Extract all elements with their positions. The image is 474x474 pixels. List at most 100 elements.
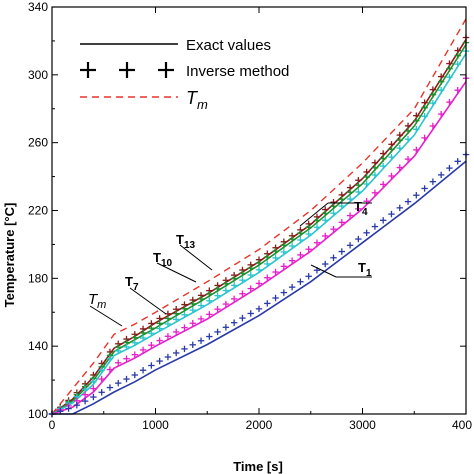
marker-t1: [255, 305, 263, 313]
marker-t7: [297, 236, 304, 244]
marker-t1: [164, 353, 172, 361]
marker-t4: [131, 351, 138, 358]
marker-t4: [230, 295, 238, 303]
marker-t7: [164, 320, 172, 328]
x-tick-label: 1000: [142, 418, 169, 432]
marker-t4: [247, 285, 254, 292]
marker-t10: [222, 280, 230, 287]
marker-t7: [239, 276, 246, 284]
marker-t1: [115, 379, 122, 387]
marker-t4: [139, 346, 147, 354]
annotation-leader-tm: [89, 305, 123, 327]
marker-t7: [247, 271, 254, 279]
marker-t1: [380, 217, 387, 224]
marker-t10: [396, 136, 403, 144]
marker-t7: [380, 162, 387, 170]
marker-t7: [206, 297, 213, 304]
marker-t7: [115, 347, 122, 355]
marker-t1: [123, 375, 130, 383]
annotation-leader-t10: [156, 262, 197, 283]
marker-t7: [454, 60, 461, 68]
marker-t7: [396, 144, 403, 152]
marker-t1: [81, 397, 89, 405]
marker-t4: [189, 320, 196, 327]
marker-t1: [305, 273, 312, 280]
marker-t4: [338, 219, 345, 226]
marker-t4: [239, 290, 246, 297]
marker-t4: [322, 232, 329, 240]
marker-t4: [396, 164, 403, 171]
marker-t4: [264, 274, 271, 281]
marker-t4: [156, 337, 163, 344]
marker-t7: [355, 188, 362, 196]
marker-t1: [189, 341, 196, 349]
marker-t4: [297, 251, 304, 259]
marker-t1: [330, 254, 337, 261]
marker-t1: [446, 164, 453, 172]
marker-t1: [131, 371, 138, 379]
y-tick-label: 140: [28, 339, 48, 353]
marker-t1: [437, 171, 445, 179]
marker-t7: [272, 254, 279, 262]
marker-t1: [156, 357, 163, 365]
marker-t4: [355, 205, 362, 213]
marker-t4: [106, 366, 114, 373]
marker-t7: [222, 287, 230, 294]
annotation-t10: T10: [153, 250, 173, 269]
marker-t7: [338, 202, 345, 210]
marker-t10: [338, 196, 345, 203]
marker-t7: [214, 292, 221, 299]
marker-t1: [98, 389, 105, 396]
marker-t7: [123, 343, 130, 351]
marker-t1: [371, 223, 379, 230]
marker-t1: [139, 367, 147, 374]
marker-t10: [239, 270, 246, 277]
marker-t7: [181, 311, 188, 318]
marker-t7: [264, 260, 271, 268]
marker-t7: [90, 378, 97, 385]
marker-t10: [164, 315, 172, 322]
marker-t10: [214, 285, 221, 293]
marker-t10: [380, 155, 387, 162]
y-tick-label: 100: [28, 407, 48, 421]
marker-t4: [173, 328, 180, 336]
marker-t1: [73, 401, 81, 409]
x-tick-label: 2000: [246, 418, 273, 432]
marker-t4: [272, 268, 279, 276]
marker-t10: [421, 104, 428, 111]
annotation-leader-t4: [299, 202, 329, 227]
legend-label-inverse: Inverse method: [186, 63, 289, 80]
marker-t7: [197, 302, 205, 309]
marker-t7: [156, 325, 163, 332]
annotation-leader-t7: [129, 287, 167, 315]
marker-t1: [247, 310, 254, 317]
marker-t1: [338, 248, 345, 255]
series-line-t4: [51, 81, 467, 415]
annotation-t13: T13: [176, 232, 196, 251]
marker-t1: [396, 204, 403, 212]
marker-t7: [189, 306, 196, 314]
marker-t10: [355, 181, 362, 189]
y-tick-label: 220: [28, 204, 48, 218]
marker-t10: [197, 295, 205, 303]
marker-t4: [421, 134, 428, 142]
marker-t1: [214, 328, 221, 336]
marker-t7: [437, 86, 445, 94]
marker-t10: [189, 300, 196, 308]
marker-t7: [139, 334, 147, 342]
marker-t7: [81, 386, 89, 393]
x-tick-label: 3000: [349, 418, 376, 432]
marker-t4: [123, 355, 130, 362]
marker-t10: [363, 173, 370, 181]
annotation-leader-t13: [179, 244, 213, 271]
marker-t1: [206, 333, 213, 340]
marker-t10: [288, 235, 296, 243]
marker-t7: [98, 367, 105, 374]
marker-t1: [355, 235, 362, 243]
marker-t1: [454, 158, 461, 165]
marker-t10: [429, 91, 437, 98]
marker-t4: [413, 146, 420, 154]
marker-t1: [297, 278, 304, 285]
marker-t4: [380, 181, 387, 188]
